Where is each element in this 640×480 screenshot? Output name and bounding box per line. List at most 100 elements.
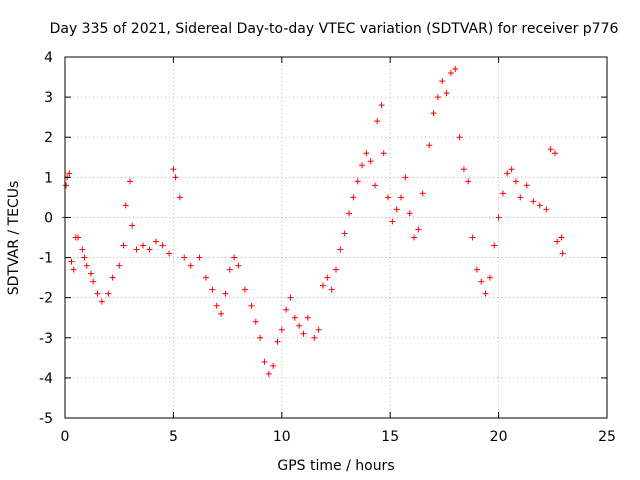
data-point	[350, 194, 357, 201]
data-point	[153, 238, 160, 245]
y-tick-label: -4	[39, 371, 53, 387]
y-tick-label: -1	[39, 251, 53, 267]
data-point	[202, 274, 209, 281]
data-point	[512, 178, 519, 185]
data-point	[296, 322, 303, 329]
y-axis-label: SDTVAR / TECUs	[6, 181, 22, 296]
data-point	[265, 370, 272, 377]
data-point	[419, 190, 426, 197]
data-point	[311, 334, 318, 341]
data-point	[558, 234, 565, 241]
data-point	[81, 254, 88, 261]
data-point	[159, 242, 166, 249]
data-point	[172, 174, 179, 181]
data-point	[430, 110, 437, 117]
data-point	[473, 266, 480, 273]
y-tick-label: 3	[44, 90, 53, 106]
data-point	[209, 286, 216, 293]
data-point	[231, 254, 238, 261]
data-point	[291, 314, 298, 321]
data-point	[426, 142, 433, 149]
x-tick-label: 15	[381, 429, 399, 445]
data-point	[452, 66, 459, 73]
data-point	[547, 146, 554, 153]
data-point	[554, 238, 561, 245]
data-point	[486, 274, 493, 281]
data-point	[337, 246, 344, 253]
y-tick-label: 1	[44, 170, 53, 186]
data-point	[70, 266, 77, 273]
data-point	[129, 222, 136, 229]
data-point	[333, 266, 339, 273]
y-tick-label: 2	[44, 130, 53, 146]
data-point	[543, 206, 550, 213]
data-point	[109, 274, 116, 281]
data-point	[508, 166, 515, 173]
data-point	[170, 166, 177, 173]
data-point	[530, 198, 537, 205]
data-point	[278, 326, 285, 333]
data-point	[79, 246, 86, 253]
y-tick-label: -2	[39, 291, 53, 307]
x-tick-label: 10	[273, 429, 291, 445]
y-tick-label: -3	[39, 331, 53, 347]
data-point	[213, 302, 220, 309]
x-tick-label: 20	[490, 429, 508, 445]
x-tick-label: 25	[598, 429, 616, 445]
data-point	[499, 190, 506, 197]
data-point	[504, 170, 511, 177]
data-point	[328, 286, 335, 293]
data-point	[187, 262, 194, 269]
data-point	[116, 262, 123, 269]
data-point	[274, 338, 281, 345]
data-point	[105, 290, 112, 297]
data-point	[196, 254, 203, 261]
data-point	[385, 194, 392, 201]
data-point	[235, 262, 242, 269]
data-point	[261, 358, 268, 365]
data-point	[406, 210, 413, 217]
y-tick-label: 4	[44, 50, 53, 66]
data-point	[66, 170, 73, 177]
data-point	[456, 134, 463, 141]
data-point	[176, 194, 183, 201]
data-point	[283, 306, 290, 313]
data-point	[372, 182, 379, 189]
x-tick-labels: 0 5 10 15 20 25	[61, 429, 616, 445]
data-point	[374, 118, 381, 125]
data-point	[447, 70, 454, 77]
data-point	[354, 178, 361, 185]
data-point	[83, 262, 90, 269]
x-tick-label: 5	[169, 429, 178, 445]
data-point	[287, 294, 294, 301]
data-point	[63, 182, 70, 189]
data-point	[378, 102, 385, 109]
data-point	[523, 182, 530, 189]
data-point	[460, 166, 467, 173]
data-point	[140, 242, 147, 249]
data-point	[443, 90, 450, 97]
data-point	[98, 298, 105, 305]
x-axis-label: GPS time / hours	[277, 458, 394, 474]
data-point	[248, 302, 255, 309]
axis-ticks	[64, 56, 608, 419]
data-point	[68, 258, 75, 265]
data-point	[402, 174, 409, 181]
data-point	[559, 250, 566, 257]
data-point	[127, 178, 134, 185]
data-point	[252, 318, 259, 325]
data-point	[551, 150, 558, 157]
data-point	[393, 206, 400, 213]
data-point	[270, 362, 277, 369]
data-point	[133, 246, 140, 253]
data-point	[226, 266, 233, 273]
y-tick-label: -5	[39, 411, 53, 427]
data-point	[304, 314, 311, 321]
data-point	[469, 234, 476, 241]
y-tick-label: 0	[44, 210, 53, 226]
data-point	[257, 334, 264, 341]
data-point	[120, 242, 127, 249]
data-point	[166, 250, 173, 257]
data-point	[315, 326, 322, 333]
